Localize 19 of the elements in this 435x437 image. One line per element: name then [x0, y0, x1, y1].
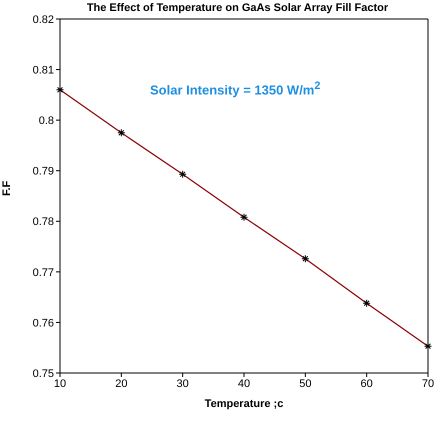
y-tick-label: 0.82: [32, 14, 54, 26]
x-tick-label: 50: [299, 378, 312, 390]
y-tick-label: 0.76: [32, 317, 54, 330]
y-tick-label: 0.79: [32, 166, 54, 178]
chart-title: The Effect of Temperature on GaAs Solar Array Fill Factor: [86, 2, 390, 14]
x-tick-label: 70: [422, 378, 434, 390]
y-tick-label: 0.77: [32, 266, 54, 279]
x-tick-label: 30: [176, 378, 189, 390]
y-tick-label: 0.75: [32, 368, 54, 380]
y-tick-label: 0.78: [32, 216, 54, 228]
y-tick-label: 0.8: [38, 115, 54, 128]
y-tick-label: 0.81: [32, 64, 54, 76]
y-axis-title: F.F: [0, 180, 13, 196]
x-tick-label: 40: [238, 378, 250, 390]
x-tick-label: 20: [115, 378, 128, 390]
x-axis-title: Temperature ;c: [204, 398, 284, 410]
annotation: Solar Intensity = 1350 W/m$^{2}$: [150, 80, 320, 98]
x-tick-label: 60: [360, 378, 373, 390]
x-tick-label: 10: [54, 378, 66, 390]
